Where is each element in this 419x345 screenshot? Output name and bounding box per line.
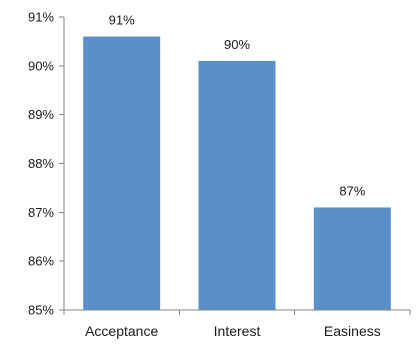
y-axis: 85% 86% 87% 88% 89% 90% 91% (28, 10, 65, 318)
data-label-interest: 90% (224, 37, 250, 52)
bar-easiness (313, 207, 391, 310)
x-category-label: Interest (214, 323, 261, 339)
data-label-acceptance: 91% (109, 13, 135, 28)
y-tick-label: 88% (28, 156, 54, 171)
y-tick-label: 87% (28, 205, 54, 220)
x-category-label: Acceptance (85, 323, 158, 339)
y-tick-label: 91% (28, 10, 54, 25)
y-tick-label: 85% (28, 303, 54, 318)
bars: 91% 90% 87% (83, 13, 391, 311)
y-tick-label: 90% (28, 58, 54, 73)
bar-interest (198, 60, 276, 311)
bar-acceptance (83, 36, 161, 311)
data-label-easiness: 87% (339, 183, 365, 198)
x-axis: Acceptance Interest Easiness (63, 309, 411, 339)
y-tick-label: 86% (28, 254, 54, 269)
x-category-label: Easiness (324, 323, 381, 339)
y-tick-label: 89% (28, 107, 54, 122)
